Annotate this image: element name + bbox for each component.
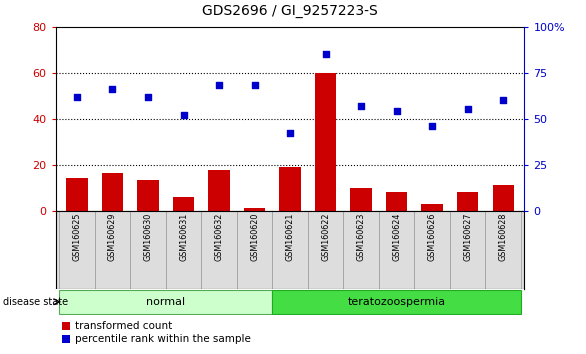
Point bbox=[392, 108, 401, 114]
Bar bbox=[280, 167, 301, 211]
Text: GSM160632: GSM160632 bbox=[214, 213, 223, 261]
Text: GSM160622: GSM160622 bbox=[321, 213, 330, 262]
Text: GSM160628: GSM160628 bbox=[499, 213, 507, 261]
FancyBboxPatch shape bbox=[59, 290, 272, 314]
Point bbox=[427, 123, 437, 129]
Text: GSM160621: GSM160621 bbox=[285, 213, 295, 261]
Bar bbox=[173, 197, 194, 211]
FancyBboxPatch shape bbox=[343, 211, 379, 289]
Point bbox=[321, 51, 331, 57]
FancyBboxPatch shape bbox=[59, 211, 95, 289]
Bar bbox=[492, 185, 514, 211]
Bar bbox=[66, 178, 88, 211]
Text: GSM160624: GSM160624 bbox=[392, 213, 401, 261]
Point bbox=[463, 107, 472, 112]
Point bbox=[72, 94, 81, 99]
Point bbox=[356, 103, 366, 109]
FancyBboxPatch shape bbox=[414, 211, 450, 289]
Text: GSM160625: GSM160625 bbox=[73, 213, 81, 262]
Text: GSM160623: GSM160623 bbox=[357, 213, 366, 261]
FancyBboxPatch shape bbox=[166, 211, 201, 289]
Point bbox=[285, 131, 295, 136]
Text: teratozoospermia: teratozoospermia bbox=[347, 297, 446, 307]
Point bbox=[179, 112, 188, 118]
FancyBboxPatch shape bbox=[201, 211, 237, 289]
Bar bbox=[244, 208, 265, 211]
FancyBboxPatch shape bbox=[308, 211, 343, 289]
Text: GSM160627: GSM160627 bbox=[463, 213, 472, 262]
Point bbox=[499, 97, 508, 103]
Text: GSM160620: GSM160620 bbox=[250, 213, 259, 261]
Legend: transformed count, percentile rank within the sample: transformed count, percentile rank withi… bbox=[61, 320, 253, 346]
FancyBboxPatch shape bbox=[272, 211, 308, 289]
Bar bbox=[137, 179, 159, 211]
Bar bbox=[457, 192, 478, 211]
Text: GSM160629: GSM160629 bbox=[108, 213, 117, 262]
FancyBboxPatch shape bbox=[485, 211, 521, 289]
FancyBboxPatch shape bbox=[130, 211, 166, 289]
FancyBboxPatch shape bbox=[450, 211, 485, 289]
Point bbox=[250, 82, 259, 88]
Text: normal: normal bbox=[146, 297, 185, 307]
Bar bbox=[315, 73, 336, 211]
Point bbox=[144, 94, 153, 99]
Point bbox=[214, 82, 224, 88]
Text: GSM160626: GSM160626 bbox=[428, 213, 437, 261]
FancyBboxPatch shape bbox=[95, 211, 130, 289]
FancyBboxPatch shape bbox=[237, 211, 272, 289]
Bar bbox=[350, 188, 372, 211]
Bar bbox=[421, 204, 443, 211]
FancyBboxPatch shape bbox=[272, 290, 521, 314]
Text: disease state: disease state bbox=[3, 297, 68, 307]
Bar bbox=[209, 170, 230, 211]
Text: GSM160631: GSM160631 bbox=[179, 213, 188, 261]
Text: GDS2696 / GI_9257223-S: GDS2696 / GI_9257223-S bbox=[202, 4, 378, 18]
Bar bbox=[102, 173, 123, 211]
FancyBboxPatch shape bbox=[379, 211, 414, 289]
Point bbox=[108, 86, 117, 92]
Text: GSM160630: GSM160630 bbox=[144, 213, 152, 261]
Bar bbox=[386, 192, 407, 211]
